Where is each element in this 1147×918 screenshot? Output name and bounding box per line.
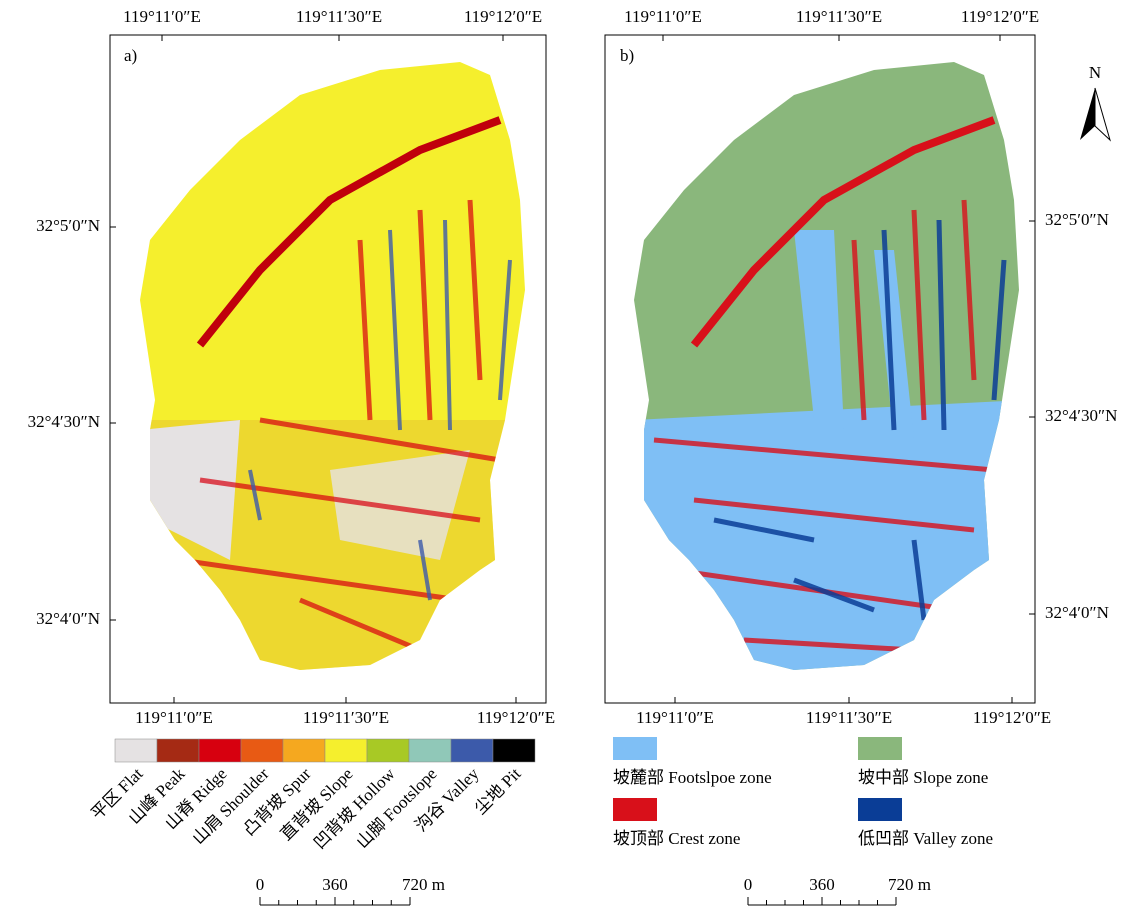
legend-label: 坡顶部 Crest zone <box>613 829 740 848</box>
legend-label: 尘地 Pit <box>471 764 525 818</box>
side-tick-label: 32°4′30″N <box>1045 406 1117 425</box>
side-tick-label: 32°4′0″N <box>1045 603 1109 622</box>
legend-label: 坡麓部 Footslpoe zone <box>613 768 772 787</box>
legend-swatch <box>199 739 241 762</box>
top-tick-label: 119°11′30″E <box>796 7 882 26</box>
side-tick-label: 32°5′0″N <box>36 216 100 235</box>
legend-swatch <box>858 798 902 821</box>
north-label: N <box>1089 63 1101 82</box>
side-tick-label: 32°4′30″N <box>28 412 100 431</box>
map-a <box>130 50 540 690</box>
bottom-tick-label: 119°11′30″E <box>806 708 892 727</box>
panel-label: b) <box>620 46 634 65</box>
legend-swatch <box>157 739 199 762</box>
side-tick-label: 32°5′0″N <box>1045 210 1109 229</box>
figure: N a) 119°11′0″E 119°11′30″E 119°12′0″E 119°1… <box>0 0 1147 913</box>
legend-swatch <box>451 739 493 762</box>
scale-label: 360 <box>322 875 348 894</box>
bottom-tick-label: 119°11′0″E <box>135 708 213 727</box>
scale-label: 720 m <box>888 875 931 894</box>
side-tick-label: 32°4′0″N <box>36 609 100 628</box>
top-tick-label: 119°12′0″E <box>464 7 542 26</box>
top-tick-label: 119°11′30″E <box>296 7 382 26</box>
north-arrow <box>1080 88 1110 140</box>
legend-label: 坡中部 Slope zone <box>858 768 988 787</box>
legend-swatch <box>613 798 657 821</box>
bottom-tick-label: 119°11′0″E <box>636 708 714 727</box>
map-b <box>624 50 1034 690</box>
top-tick-label: 119°12′0″E <box>961 7 1039 26</box>
scale-label: 0 <box>744 875 753 894</box>
legend-swatch <box>613 737 657 760</box>
legend-swatch <box>241 739 283 762</box>
legend-swatch <box>325 739 367 762</box>
legend-swatch <box>409 739 451 762</box>
legend-label: 低凹部 Valley zone <box>858 829 993 848</box>
legend-swatch <box>283 739 325 762</box>
legend-swatch <box>493 739 535 762</box>
legend-swatch <box>858 737 902 760</box>
scale-label: 0 <box>256 875 265 894</box>
scale-label: 360 <box>809 875 835 894</box>
panel-label: a) <box>124 46 137 65</box>
top-tick-label: 119°11′0″E <box>123 7 201 26</box>
top-tick-label: 119°11′0″E <box>624 7 702 26</box>
legend-swatch <box>367 739 409 762</box>
bottom-tick-label: 119°12′0″E <box>973 708 1051 727</box>
bottom-tick-label: 119°11′30″E <box>303 708 389 727</box>
bottom-tick-label: 119°12′0″E <box>477 708 555 727</box>
scale-label: 720 m <box>402 875 445 894</box>
legend-swatch <box>115 739 157 762</box>
